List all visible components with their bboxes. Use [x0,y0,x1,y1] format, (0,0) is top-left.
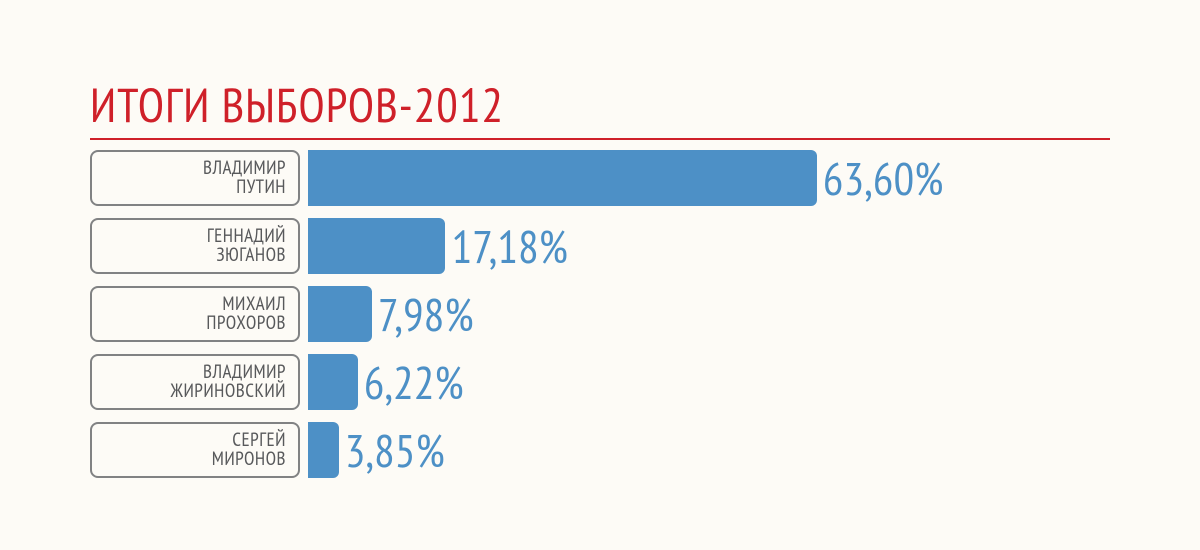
bar-area: 63,60% [308,150,1110,206]
chart-container: ИТОГИ ВЫБОРОВ-2012 ВЛАДИМИР ПУТИН 63,60%… [0,0,1200,478]
candidate-label: СЕРГЕЙ МИРОНОВ [90,422,300,478]
candidate-last-name: ПУТИН [236,178,286,197]
chart-row: МИХАИЛ ПРОХОРОВ 7,98% [90,286,1110,342]
bar-area: 3,85% [308,422,1110,478]
bar-area: 6,22% [308,354,1110,410]
candidate-label: МИХАИЛ ПРОХОРОВ [90,286,300,342]
candidate-last-name: МИРОНОВ [212,450,286,469]
chart-title: ИТОГИ ВЫБОРОВ-2012 [90,74,1110,140]
bar-value-label: 63,60% [823,155,944,201]
candidate-label: ГЕННАДИЙ ЗЮГАНОВ [90,218,300,274]
candidate-last-name: ЖИРИНОВСКИЙ [171,382,286,401]
bar [308,218,445,274]
bar-chart: ВЛАДИМИР ПУТИН 63,60% ГЕННАДИЙ ЗЮГАНОВ 1… [90,150,1110,478]
bar-area: 17,18% [308,218,1110,274]
bar-value-label: 7,98% [378,291,474,337]
bar [308,354,358,410]
bar-area: 7,98% [308,286,1110,342]
candidate-last-name: ПРОХОРОВ [206,314,286,333]
chart-row: СЕРГЕЙ МИРОНОВ 3,85% [90,422,1110,478]
bar [308,286,372,342]
bar-value-label: 17,18% [451,223,568,269]
bar-value-label: 3,85% [345,427,445,473]
candidate-label: ВЛАДИМИР ЖИРИНОВСКИЙ [90,354,300,410]
chart-row: ВЛАДИМИР ЖИРИНОВСКИЙ 6,22% [90,354,1110,410]
chart-row: ГЕННАДИЙ ЗЮГАНОВ 17,18% [90,218,1110,274]
chart-row: ВЛАДИМИР ПУТИН 63,60% [90,150,1110,206]
bar-value-label: 6,22% [364,359,464,405]
candidate-label: ВЛАДИМИР ПУТИН [90,150,300,206]
bar [308,150,817,206]
candidate-last-name: ЗЮГАНОВ [216,246,286,265]
bar [308,422,339,478]
